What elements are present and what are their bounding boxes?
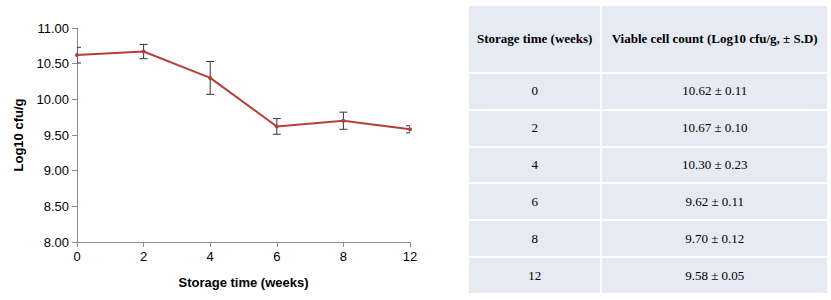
- svg-text:8.00: 8.00: [44, 235, 69, 250]
- svg-text:9.00: 9.00: [44, 163, 69, 178]
- html-text:9.70 ± 0.12: 9.70 ± 0.12: [685, 230, 745, 246]
- svg-text:8.50: 8.50: [44, 199, 69, 214]
- html-text:12: 12: [528, 267, 542, 283]
- svg-text:Log10 cfu/g: Log10 cfu/g: [11, 98, 26, 171]
- svg-text:11.00: 11.00: [37, 21, 69, 36]
- html-text:8: 8: [531, 230, 538, 246]
- svg-text:6: 6: [273, 249, 280, 264]
- svg-text:2: 2: [140, 249, 147, 264]
- svg-text:4: 4: [207, 249, 214, 264]
- svg-text:9.50: 9.50: [44, 128, 69, 143]
- html-text:Storage time (weeks): Storage time (weeks): [476, 31, 593, 46]
- html-text:6: 6: [531, 193, 538, 209]
- html-text:10.67 ± 0.10: 10.67 ± 0.10: [681, 120, 748, 136]
- svg-text:8: 8: [340, 249, 347, 264]
- html-text:0: 0: [531, 83, 538, 99]
- html-text:9.58 ± 0.05: 9.58 ± 0.05: [685, 267, 745, 283]
- html-text:4: 4: [531, 157, 538, 173]
- svg-text:Storage time (weeks): Storage time (weeks): [178, 275, 308, 290]
- html-text:2: 2: [531, 120, 538, 136]
- html-text:9.62 ± 0.11: 9.62 ± 0.11: [685, 193, 744, 209]
- svg-text:10.50: 10.50: [36, 56, 69, 71]
- html-text:Viable cell count (Log10 cfu/g: Viable cell count (Log10 cfu/g, ± S.D): [611, 31, 818, 46]
- html-text:10.30 ± 0.23: 10.30 ± 0.23: [681, 157, 748, 173]
- svg-text:12: 12: [403, 249, 417, 264]
- svg-text:0: 0: [73, 249, 80, 264]
- svg-text:10.00: 10.00: [36, 92, 69, 107]
- html-text:10.62 ± 0.11: 10.62 ± 0.11: [682, 83, 748, 99]
